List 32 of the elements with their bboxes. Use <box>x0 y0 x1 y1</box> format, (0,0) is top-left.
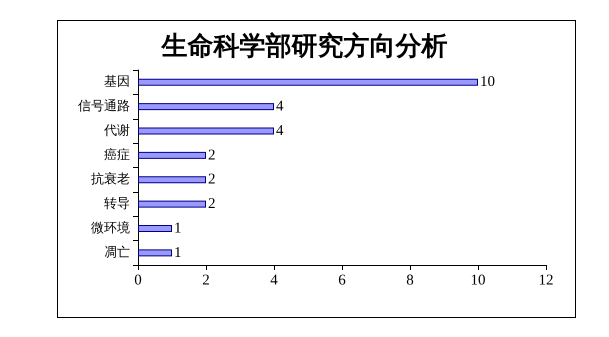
y-tick-label: 微环境 <box>91 220 130 236</box>
x-tick-label: 4 <box>270 272 278 288</box>
data-label: 2 <box>208 196 216 212</box>
data-label: 10 <box>480 74 495 90</box>
bar <box>138 249 172 256</box>
bar <box>138 78 478 86</box>
x-tick-label: 6 <box>338 272 346 288</box>
y-tick-label: 凋亡 <box>104 244 130 260</box>
x-tick-label: 0 <box>134 272 142 288</box>
data-label: 2 <box>208 147 216 164</box>
x-tick-label: 2 <box>202 272 210 288</box>
bar <box>138 127 274 134</box>
data-label: 1 <box>174 244 182 261</box>
x-tick-label: 10 <box>470 272 486 288</box>
data-label: 2 <box>208 172 216 188</box>
data-label: 4 <box>276 122 284 139</box>
data-label: 4 <box>276 98 284 115</box>
y-tick-label: 抗衰老 <box>91 171 130 188</box>
bar <box>138 224 172 232</box>
y-tick-label: 转导 <box>104 196 130 212</box>
y-tick-label: 信号通路 <box>78 99 130 114</box>
x-tick-label: 12 <box>538 272 554 288</box>
bar <box>138 152 206 159</box>
chart-title: 生命科学部研究方向分析 <box>160 32 448 60</box>
bar <box>138 176 206 184</box>
y-tick-label: 癌症 <box>104 148 130 163</box>
y-tick-label: 代谢 <box>103 123 130 138</box>
bar <box>138 200 206 208</box>
y-tick-label: 基因 <box>104 74 130 90</box>
data-label: 1 <box>174 220 182 236</box>
bar <box>138 103 274 110</box>
x-tick-label: 8 <box>406 272 414 288</box>
